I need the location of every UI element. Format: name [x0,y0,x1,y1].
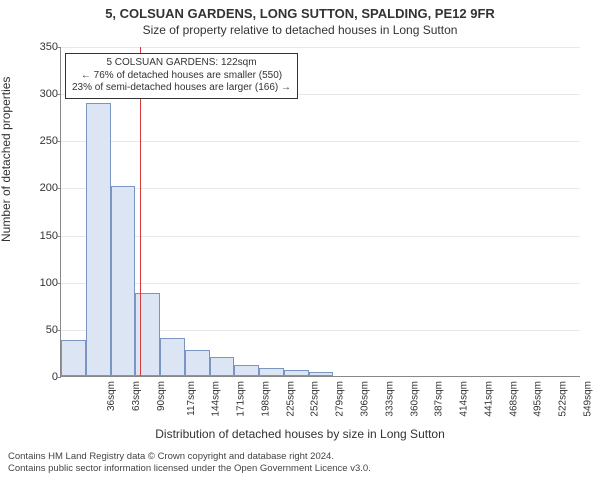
y-tick-label: 150 [28,230,58,242]
title-block: 5, COLSUAN GARDENS, LONG SUTTON, SPALDIN… [0,0,600,37]
histogram-bar [234,365,259,376]
histogram-bar [210,357,235,376]
y-tick-label: 50 [28,324,58,336]
gridline [61,47,580,48]
annotation-line-2: ← 76% of detached houses are smaller (55… [72,70,291,83]
y-tick-mark [57,377,61,378]
x-tick-label: 522sqm [558,381,569,417]
x-tick-label: 387sqm [434,381,445,417]
annotation-box: 5 COLSUAN GARDENS: 122sqm ← 76% of detac… [65,53,298,99]
x-tick-label: 252sqm [310,381,321,417]
histogram-bar [309,372,334,376]
histogram-bar [86,103,111,376]
annotation-line-1: 5 COLSUAN GARDENS: 122sqm [72,57,291,70]
x-tick-label: 468sqm [508,381,519,417]
histogram-bar [259,368,284,376]
histogram-bar [111,186,136,376]
histogram-bar [61,340,86,376]
gridline [61,236,580,237]
histogram-bar [185,350,210,376]
y-tick-label: 350 [28,41,58,53]
y-tick-label: 250 [28,135,58,147]
x-tick-label: 279sqm [335,381,346,417]
y-tick-label: 100 [28,277,58,289]
chart-title-main: 5, COLSUAN GARDENS, LONG SUTTON, SPALDIN… [0,6,600,21]
plot-area: 5 COLSUAN GARDENS: 122sqm ← 76% of detac… [60,47,580,377]
x-tick-label: 90sqm [156,381,167,411]
x-tick-label: 495sqm [533,381,544,417]
x-tick-label: 441sqm [483,381,494,417]
x-tick-label: 36sqm [106,381,117,411]
chart-container: Number of detached properties 0 50 100 150 2… [0,37,600,447]
y-axis-label: Number of detached properties [0,77,13,242]
x-tick-label: 333sqm [384,381,395,417]
gridline [61,188,580,189]
footer-attribution: Contains HM Land Registry data © Crown c… [0,447,600,476]
x-tick-label: 63sqm [131,381,142,411]
footer-line-1: Contains HM Land Registry data © Crown c… [8,451,592,463]
histogram-bar [284,370,309,376]
y-tick-label: 200 [28,182,58,194]
x-tick-label: 144sqm [211,381,222,417]
annotation-line-3: 23% of semi-detached houses are larger (… [72,82,291,95]
y-tick-label: 300 [28,88,58,100]
chart-title-sub: Size of property relative to detached ho… [0,23,600,37]
gridline [61,141,580,142]
x-tick-label: 225sqm [285,381,296,417]
x-tick-label: 414sqm [459,381,470,417]
gridline [61,283,580,284]
x-tick-label: 198sqm [261,381,272,417]
x-axis-label: Distribution of detached houses by size … [0,427,600,441]
x-tick-label: 306sqm [360,381,371,417]
x-tick-label: 117sqm [186,381,197,416]
histogram-bar [160,338,185,376]
footer-line-2: Contains public sector information licen… [8,463,592,475]
x-tick-label: 171sqm [236,381,247,417]
y-tick-label: 0 [28,371,58,383]
x-tick-label: 360sqm [409,381,420,417]
x-tick-label: 549sqm [582,381,593,417]
